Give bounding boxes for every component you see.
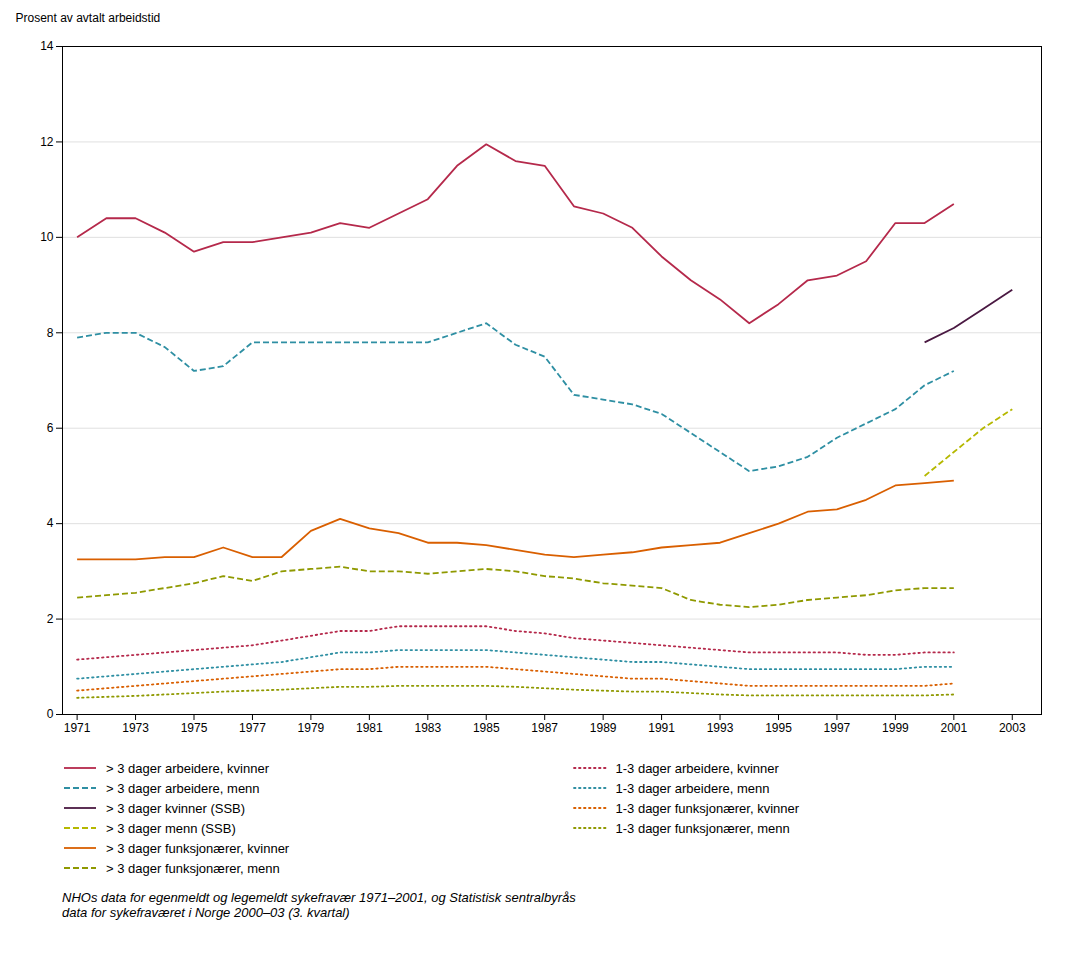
html-text:1-3 dager arbeidere, menn: 1-3 dager arbeidere, menn xyxy=(615,780,770,796)
svg-text:1989: 1989 xyxy=(590,721,617,735)
svg-text:0: 0 xyxy=(47,707,54,721)
svg-text:14: 14 xyxy=(40,39,54,53)
html-text:> 3 dager arbeidere, menn: > 3 dager arbeidere, menn xyxy=(106,780,260,796)
html-text:> 3 dager funksjonærer, kvinne: > 3 dager funksjonærer, kvinner xyxy=(106,840,290,856)
svg-text:1973: 1973 xyxy=(122,721,149,735)
html-text:> 3 dager arbeidere, kvinner: > 3 dager arbeidere, kvinner xyxy=(106,760,269,776)
html-text:1-3 dager funksjonærer, menn: 1-3 dager funksjonærer, menn xyxy=(615,820,790,836)
html-text:NHOs data for egenmeldt og leg: NHOs data for egenmeldt og legemeldt syk… xyxy=(62,890,576,920)
svg-text:1993: 1993 xyxy=(707,721,734,735)
svg-text:2003: 2003 xyxy=(999,721,1026,735)
svg-text:6: 6 xyxy=(47,421,54,435)
html-text:> 3 dager funksjonærer, menn: > 3 dager funksjonærer, menn xyxy=(106,860,280,876)
svg-text:1981: 1981 xyxy=(356,721,383,735)
svg-text:1983: 1983 xyxy=(414,721,441,735)
svg-text:1987: 1987 xyxy=(531,721,558,735)
html-text:> 3 dager kvinner (SSB): > 3 dager kvinner (SSB) xyxy=(106,800,246,816)
svg-text:2: 2 xyxy=(47,612,54,626)
svg-text:1995: 1995 xyxy=(765,721,792,735)
svg-text:1977: 1977 xyxy=(239,721,266,735)
svg-text:1979: 1979 xyxy=(298,721,325,735)
svg-text:10: 10 xyxy=(40,230,54,244)
svg-text:4: 4 xyxy=(47,516,54,530)
svg-text:1985: 1985 xyxy=(473,721,500,735)
svg-text:8: 8 xyxy=(47,326,54,340)
svg-text:2001: 2001 xyxy=(940,721,967,735)
svg-text:1975: 1975 xyxy=(181,721,208,735)
svg-text:1997: 1997 xyxy=(824,721,851,735)
html-text:1-3 dager arbeidere, kvinner: 1-3 dager arbeidere, kvinner xyxy=(615,760,779,776)
svg-text:1991: 1991 xyxy=(648,721,675,735)
svg-text:1999: 1999 xyxy=(882,721,909,735)
html-text:1-3 dager funksjonærer, kvinne: 1-3 dager funksjonærer, kvinner xyxy=(615,800,799,816)
svg-text:12: 12 xyxy=(40,135,54,149)
html-text:> 3 dager menn (SSB): > 3 dager menn (SSB) xyxy=(106,820,236,836)
svg-text:Prosent av avtalt arbeidstid: Prosent av avtalt arbeidstid xyxy=(16,11,161,25)
svg-text:1971: 1971 xyxy=(64,721,91,735)
